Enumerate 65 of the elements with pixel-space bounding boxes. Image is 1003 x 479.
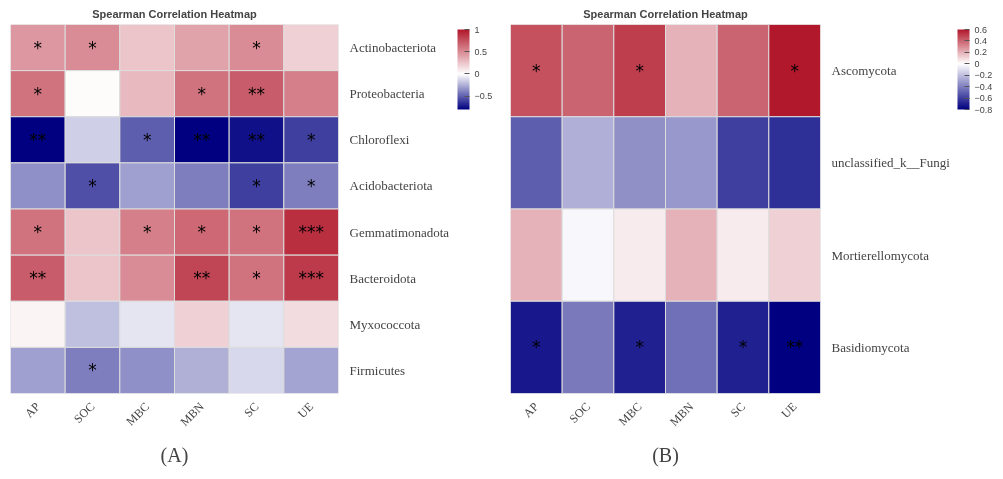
data-label: * [635,337,644,358]
x-tick-label: AP [520,399,542,421]
data-label: * [306,175,316,196]
data-label: * [252,268,261,289]
y-tick-label: Actinobacteriota [349,40,437,56]
data-label: ** [29,268,47,289]
color-bar-label: 0.6 [974,24,988,35]
data-label: * [635,60,644,81]
color-bar-label: −0.6 [974,93,993,104]
data-label: * [252,222,261,243]
y-tick-label: Acidobacteriota [349,178,433,194]
y-tick-label: Bacteroidota [349,270,417,286]
y-tick-label: Chloroflexi [349,132,410,148]
data-label: ** [193,268,211,289]
color-bar-label: −0.8 [974,104,993,115]
data-label: * [306,129,316,150]
y-tick-label: Mortierellomycota [831,247,930,263]
data-label: ** [248,129,265,150]
data-label: * [252,37,261,58]
data-label: *** [298,268,324,289]
x-tick-label: UE [778,399,800,421]
data-label: * [88,175,97,196]
data-label: ** [248,83,265,104]
color-bar-label: −0.2 [974,70,993,81]
data-label: * [33,83,43,104]
data-label: ** [29,129,47,150]
data-label: * [532,60,541,81]
data-label: * [88,360,97,381]
color-bar-label: −0.4 [974,81,993,92]
data-label: * [33,222,43,243]
data-label: ** [786,337,804,358]
data-label: ** [193,129,211,150]
data-label: * [252,175,261,196]
chart-title: Spearman Correlation Heatmap [92,7,257,20]
data-label: * [142,222,152,243]
y-tick-label: Myxococcota [349,316,421,332]
color-bar-label: 0 [974,58,980,69]
x-tick-label: SC [727,399,748,420]
data-label: * [142,129,152,150]
y-tick-label: Firmicutes [349,362,406,378]
x-tick-label: UE [294,399,317,421]
y-tick-label: Basidiomycota [831,339,910,355]
data-label: * [197,83,207,104]
text: (B) [652,443,679,467]
y-tick-label: Gemmatimonadota [349,224,450,240]
data-label: * [532,337,541,358]
y-tick-label: unclassified_k__Fungi [831,155,951,171]
data-label: * [790,60,799,81]
text: (A) [160,443,189,467]
color-bar-label: 0.5 [474,46,488,57]
data-label: * [197,222,207,243]
color-bar-label: 0.4 [974,35,988,46]
color-bar-label: 0.2 [974,47,988,58]
x-tick-label: AP [22,399,44,421]
y-tick-label: Proteobacteria [349,86,425,102]
y-tick-label: Ascomycota [831,63,897,79]
color-bar-label: 1 [474,24,480,35]
chart-title: Spearman Correlation Heatmap [583,7,748,20]
color-bar-label: 0 [474,68,480,79]
data-label: *** [298,222,324,243]
data-label: * [88,37,97,58]
x-tick-label: SC [241,399,262,420]
data-label: * [738,337,748,358]
data-label: * [33,37,43,58]
color-bar-label: −0.5 [474,91,493,102]
